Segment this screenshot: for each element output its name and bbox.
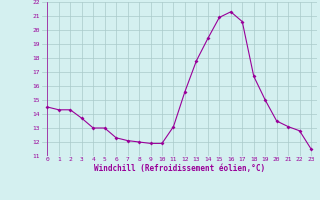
X-axis label: Windchill (Refroidissement éolien,°C): Windchill (Refroidissement éolien,°C) — [94, 164, 265, 173]
